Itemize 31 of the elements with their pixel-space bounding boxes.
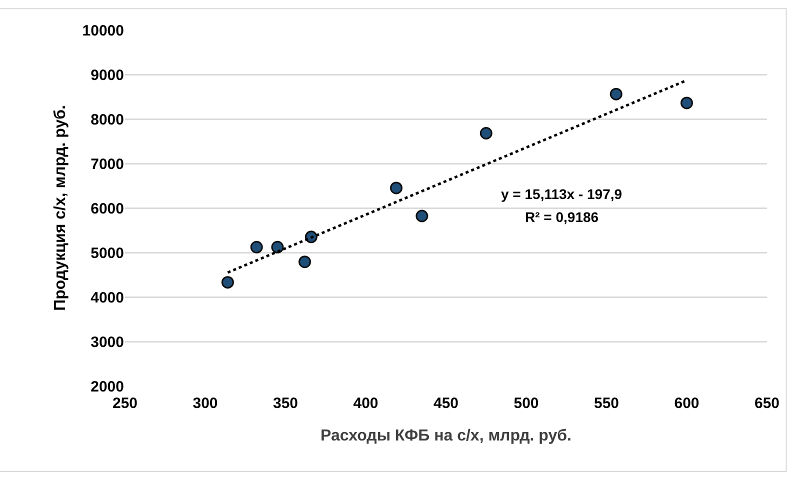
- x-tick-label: 650: [754, 395, 780, 412]
- y-tick-label: 2000: [90, 378, 124, 396]
- annotation: y = 15,113x - 197,9: [501, 186, 622, 202]
- point: [416, 210, 428, 222]
- annotation: R² = 0,9186: [525, 209, 599, 225]
- x-tick-label: 350: [272, 395, 298, 412]
- point: [680, 96, 693, 110]
- point: [250, 240, 263, 254]
- x-tick-label: 450: [433, 395, 459, 412]
- point: [271, 240, 284, 254]
- y-tick-label: 9000: [90, 66, 124, 84]
- y-axis-title: Продукция с/х, млрд. руб.: [52, 105, 70, 311]
- x-axis-title: Расходы КФБ на с/х, млрд. руб.: [320, 428, 572, 445]
- x-tick-label: 400: [353, 395, 378, 412]
- point: [221, 276, 234, 289]
- y-tick-label: 10000: [82, 22, 124, 40]
- point: [480, 126, 492, 140]
- point: [610, 88, 622, 100]
- y-tick-label: 8000: [90, 111, 124, 128]
- x-tick-label: 250: [112, 395, 138, 412]
- x-tick-label: 600: [674, 395, 700, 412]
- point: [298, 256, 312, 268]
- y-tick-label: 4000: [90, 289, 124, 306]
- y-tick-label: 5000: [90, 244, 124, 262]
- x-tick-label: 550: [594, 395, 620, 412]
- y-tick-label: 6000: [90, 200, 124, 218]
- x-tick-label: 300: [192, 395, 218, 412]
- x-tick-label: 500: [514, 395, 539, 412]
- y-tick-label: 3000: [90, 334, 124, 351]
- y-tick-label: 7000: [90, 156, 124, 173]
- point: [390, 182, 402, 194]
